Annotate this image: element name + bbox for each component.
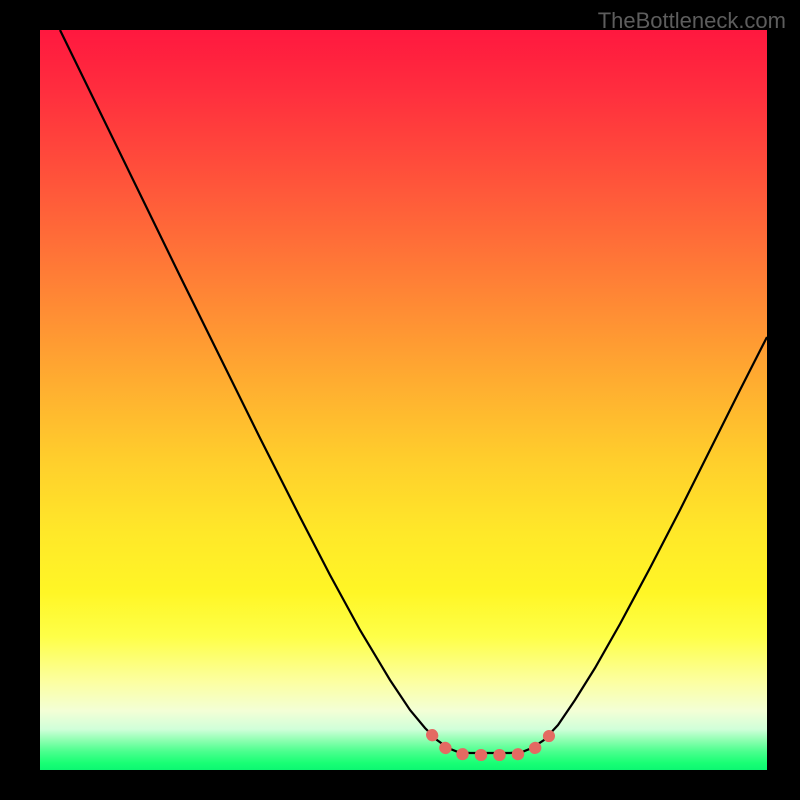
chart-stage: TheBottleneck.com bbox=[0, 0, 800, 800]
bottleneck-curve-chart bbox=[0, 0, 800, 800]
plot-background bbox=[40, 30, 767, 770]
